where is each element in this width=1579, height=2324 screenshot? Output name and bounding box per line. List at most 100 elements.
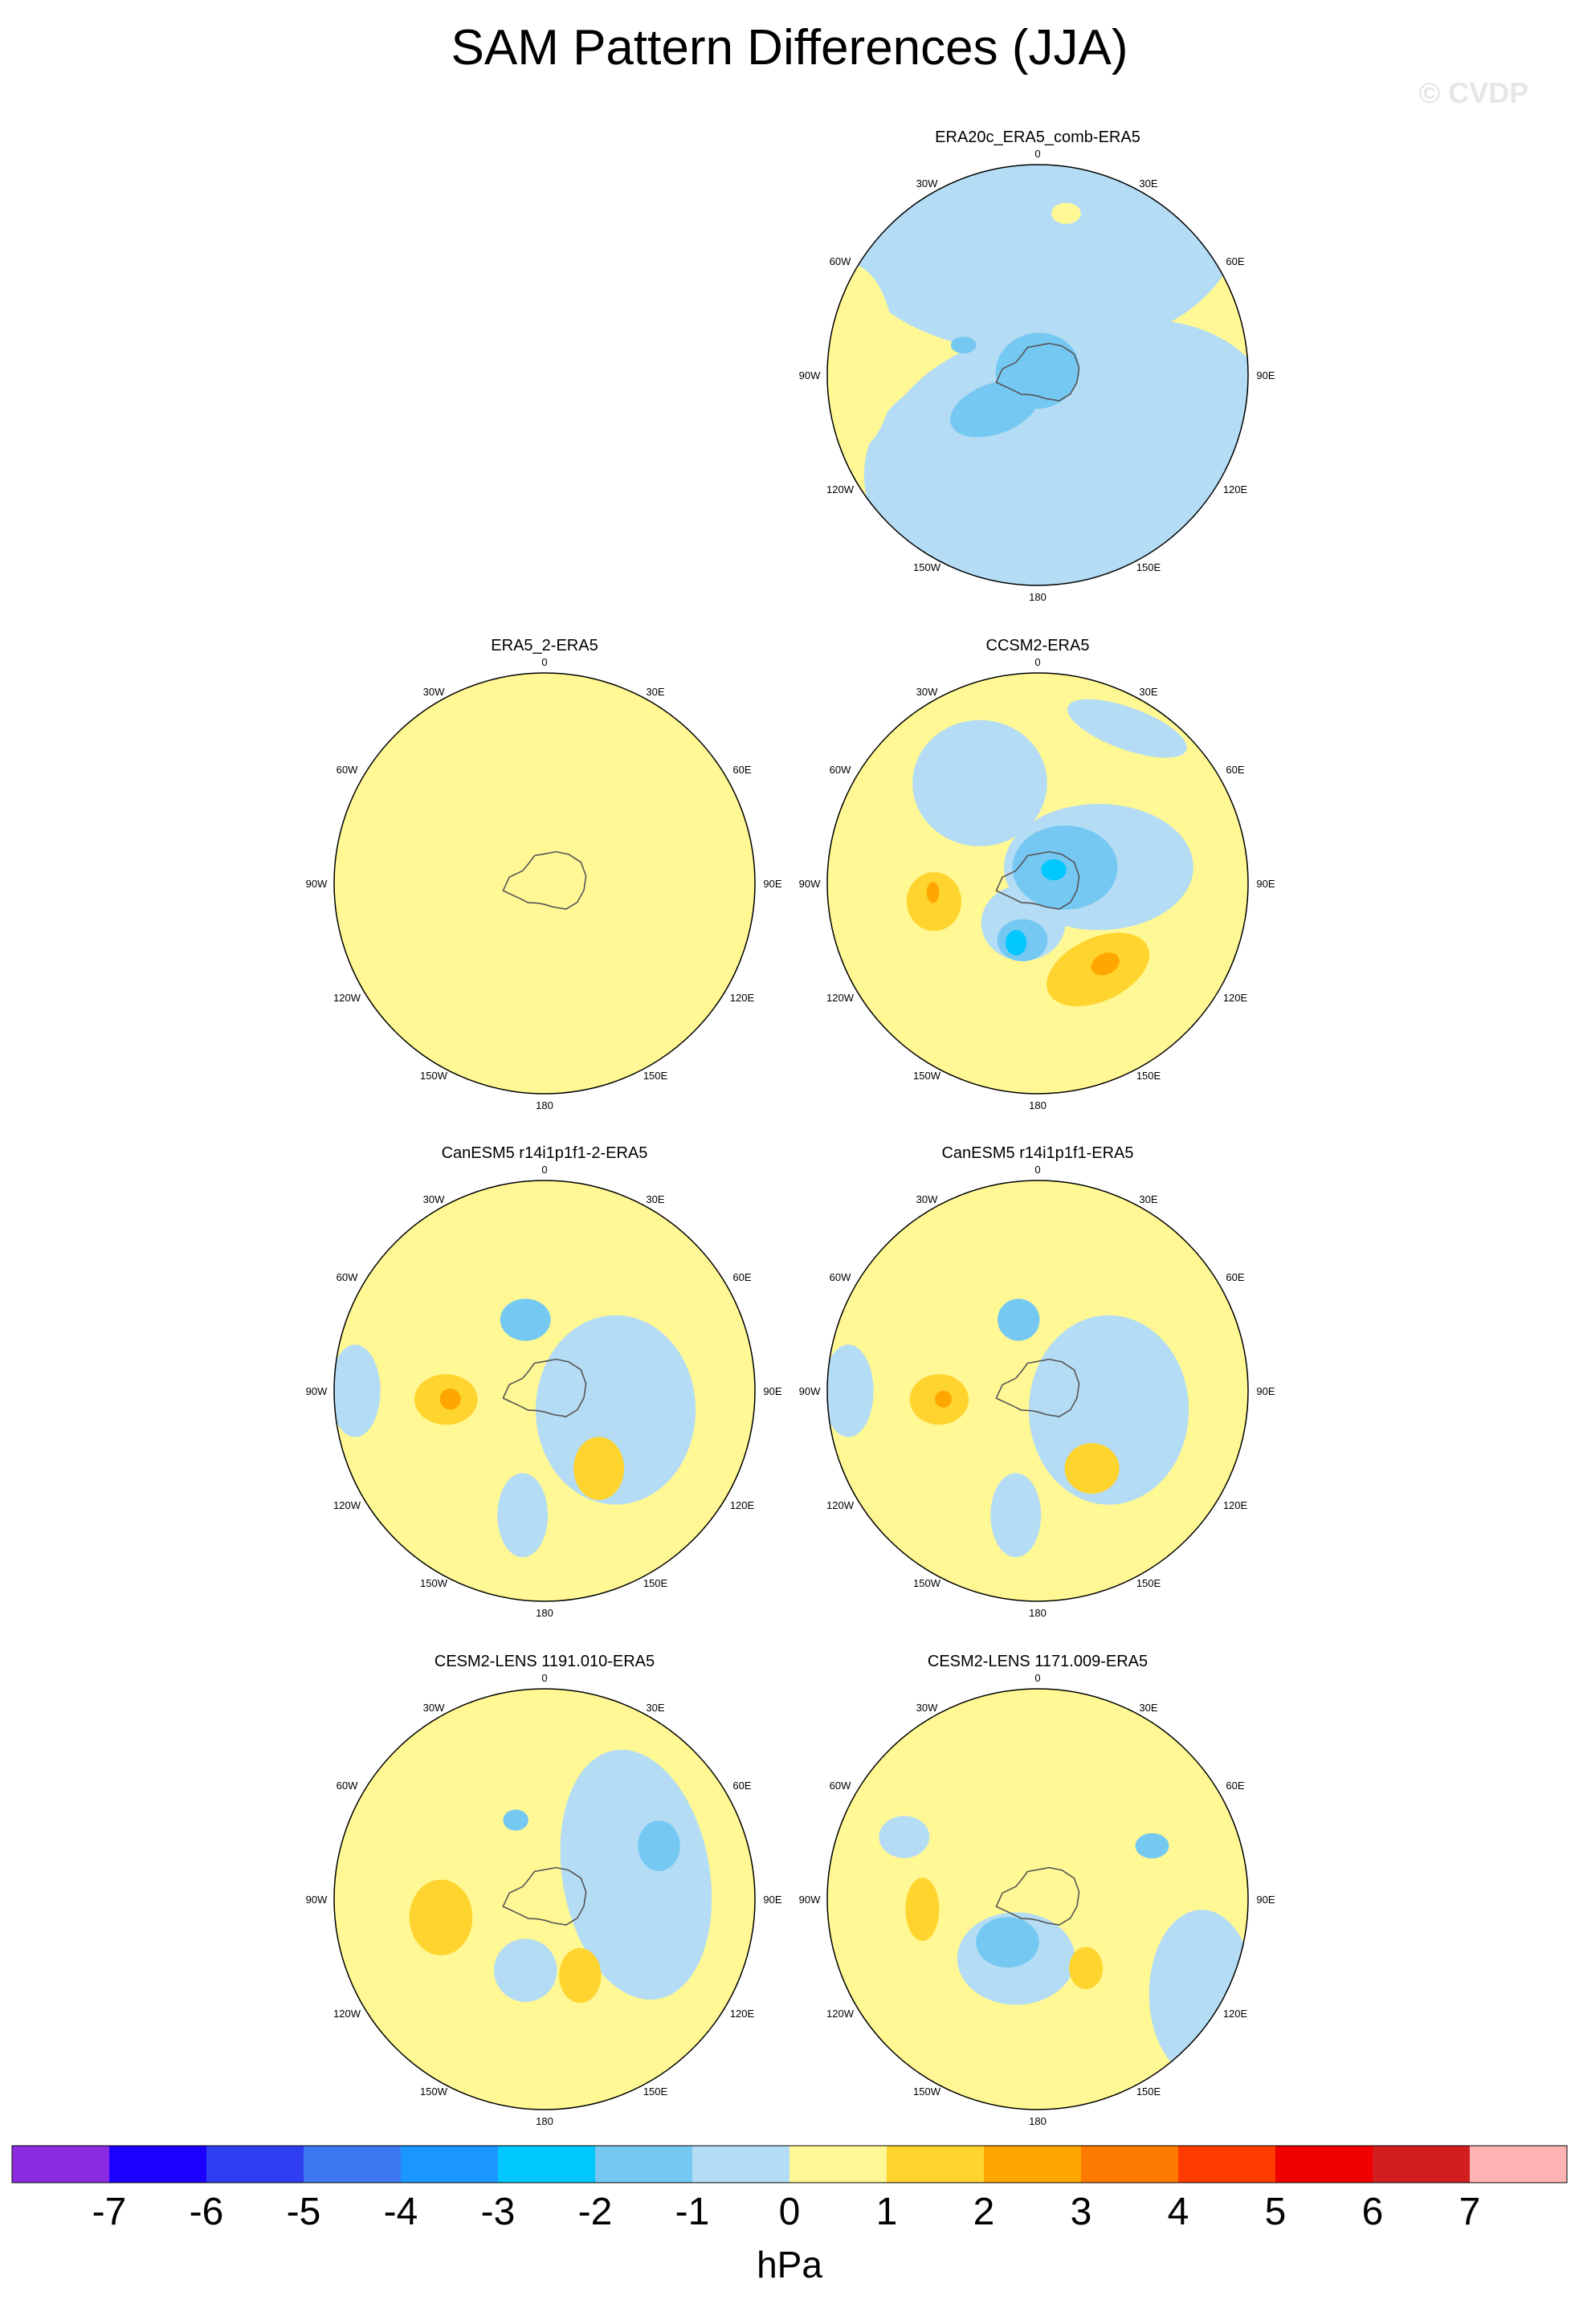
longitude-label: 90E (763, 1894, 781, 1906)
contour-region (1091, 952, 1120, 976)
map-border (333, 672, 756, 1095)
longitude-label: 0 (1034, 656, 1040, 668)
panel-title: ERA5_2-ERA5 (491, 637, 598, 654)
colorbar-tick-label: 7 (1459, 2191, 1481, 2233)
longitude-label: 60E (732, 1780, 751, 1792)
longitude-label: 150E (643, 1070, 668, 1082)
longitude-label: 0 (541, 1164, 547, 1176)
contour-region (503, 1809, 528, 1831)
longitude-label: 30E (646, 1702, 664, 1714)
map-border (333, 1180, 756, 1602)
longitude-label: 120W (826, 2008, 855, 2020)
colorbar-swatch (206, 2146, 304, 2183)
colorbar-tick-label: 0 (779, 2191, 801, 2233)
colorbar-swatch (1178, 2146, 1276, 2183)
longitude-label: 150W (913, 561, 941, 573)
contour-region (334, 1344, 381, 1437)
contour-region (439, 1388, 461, 1410)
contour-region (638, 1820, 680, 1872)
colorbar-tick-label: -1 (675, 2191, 710, 2233)
longitude-label: 60W (830, 1780, 851, 1792)
longitude-label: 180 (1029, 1099, 1047, 1111)
contour-region (990, 1473, 1042, 1558)
contour-region (950, 380, 1039, 438)
longitude-label: 30E (1139, 177, 1157, 190)
longitude-label: 0 (1034, 1164, 1040, 1176)
longitude-label: 90E (1256, 1385, 1275, 1397)
colorbar-frame (11, 2145, 1568, 2183)
colorbar-tick-label: -7 (92, 2191, 127, 2233)
colorbar-swatch (1081, 2146, 1179, 2183)
colorbar-swatch (1275, 2146, 1373, 2183)
map-panel: ERA20c_ERA5_comb-ERA5 0 30E 60E 90E 120E 150E 1… (799, 128, 1275, 603)
map-border (826, 1180, 1249, 1602)
contour-region (559, 1947, 602, 2004)
colorbar: -7 -6 -5 -4 -3 -2 -1 0 1 2 3 4 5 6 7 hPa (11, 2145, 1568, 2285)
coastline (502, 1866, 587, 1926)
longitude-label: 60E (1226, 1271, 1244, 1283)
colorbar-swatch (1373, 2146, 1471, 2183)
longitude-label: 30W (916, 177, 938, 190)
longitude-label: 90W (306, 1894, 328, 1906)
map-panel: CESM2-LENS 1171.009-ERA5 0 30E 60E 90E 120E 15… (799, 1653, 1275, 2127)
longitude-label: 60E (732, 764, 751, 776)
longitude-label: 90W (306, 1385, 328, 1397)
contour-region (1006, 930, 1027, 956)
contour-region (1069, 1947, 1104, 1990)
contour-region (560, 1749, 712, 2000)
colorbar-swatch (595, 2146, 693, 2183)
longitude-label: 150W (913, 1577, 941, 1589)
map-border (826, 672, 1249, 1095)
longitude-label: 150W (420, 1577, 448, 1589)
longitude-label: 90W (306, 878, 328, 890)
map-panel: ERA5_2-ERA5 0 30E 60E 90E 120E 150E 180 150W 120W… (306, 637, 782, 1111)
map-border (826, 164, 1249, 586)
contour-region (1064, 1443, 1120, 1494)
longitude-label: 150E (1136, 1577, 1161, 1589)
contour-region (409, 1879, 473, 1955)
longitude-label: 120E (1223, 1499, 1248, 1511)
background-fill (827, 1689, 1248, 2110)
longitude-label: 90W (799, 878, 821, 890)
longitude-label: 90E (763, 1385, 781, 1397)
panel-grid: ERA20c_ERA5_comb-ERA5 0 30E 60E 90E 120E 150E 1… (306, 128, 1275, 2127)
longitude-label: 30W (916, 1193, 938, 1205)
coastline (995, 1866, 1080, 1926)
longitude-label: 90E (1256, 878, 1275, 890)
watermark: © CVDP (1419, 76, 1529, 109)
contour-region (879, 1816, 930, 1858)
colorbar-tick-label: 2 (973, 2191, 995, 2233)
contour-region (827, 263, 896, 454)
longitude-label: 30E (1139, 1702, 1157, 1714)
longitude-label: 90E (763, 878, 781, 890)
longitude-label: 60E (1226, 255, 1244, 267)
contour-region (573, 1437, 625, 1500)
longitude-label: 180 (1029, 2115, 1047, 2127)
longitude-label: 60E (732, 1271, 751, 1283)
contour-region (1135, 1833, 1169, 1859)
colorbar-unit: hPa (757, 2244, 822, 2285)
longitude-label: 150E (1136, 561, 1161, 573)
longitude-label: 30E (646, 1193, 664, 1205)
longitude-label: 90E (1256, 1894, 1275, 1906)
longitude-label: 90W (799, 1894, 821, 1906)
colorbar-tick-label: -4 (384, 2191, 418, 2233)
map-border (333, 1688, 756, 2110)
longitude-label: 90W (799, 369, 821, 381)
coastline (995, 850, 1080, 910)
colorbar-swatch (304, 2146, 402, 2183)
colorbar-swatch (1470, 2146, 1568, 2183)
colorbar-tick-label: -5 (287, 2191, 321, 2233)
map-panel: CCSM2-ERA5 0 30E 60E 90E 120E 150E 180 150W 120W 9… (799, 637, 1275, 1111)
map-panel: CESM2-LENS 1191.010-ERA5 0 30E 60E 90E 120E 15… (306, 1653, 782, 2127)
longitude-label: 30W (916, 1702, 938, 1714)
colorbar-swatch (401, 2146, 499, 2183)
contour-field (827, 1180, 1248, 1601)
contour-field (334, 673, 755, 1094)
longitude-label: 60W (337, 764, 358, 776)
contour-field (334, 1689, 755, 2110)
contour-region (370, 876, 392, 919)
map-panel: CanESM5 r14i1p1f1-ERA5 0 30E 60E 90E 120E 150E… (799, 1144, 1275, 1619)
contour-region (912, 720, 1047, 846)
map-panel: CanESM5 r14i1p1f1-2-ERA5 0 30E 60E 90E 120E 15… (306, 1144, 782, 1619)
